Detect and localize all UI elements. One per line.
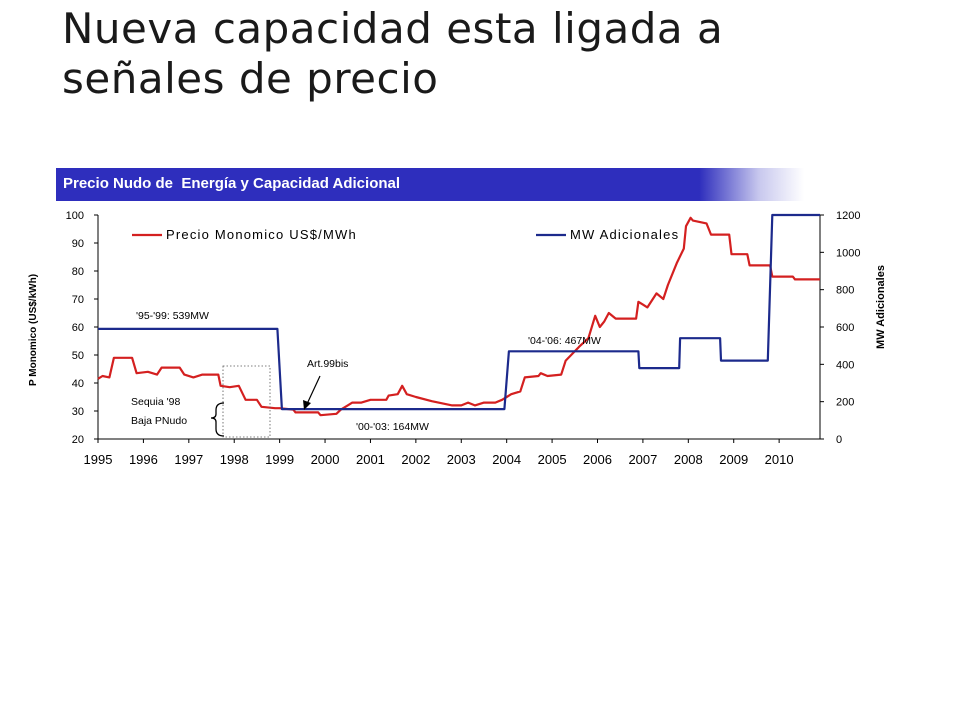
x-tick-label: 2004 (492, 452, 521, 467)
y-left-tick-label: 40 (72, 378, 84, 390)
y-right-tick-label: 1000 (836, 247, 860, 259)
y-right-tick-label: 200 (836, 397, 854, 409)
chart-marks (97, 213, 820, 417)
x-tick-label: 2003 (447, 452, 476, 467)
x-tick-label: 1995 (84, 452, 113, 467)
y-axis-left-label: P Monomico (US$/kWh) (28, 274, 39, 386)
y-left-tick-label: 60 (72, 322, 84, 334)
chart: 2030405060708090100020040060080010001200… (28, 210, 887, 467)
y-right-tick-label: 600 (836, 322, 854, 334)
x-tick-label: 2005 (538, 452, 567, 467)
x-tick-label: 2001 (356, 452, 385, 467)
annotation-00-03: '00-'03: 164MW (356, 421, 429, 433)
annotation-art99bis: Art.99bis (307, 358, 348, 370)
chart-banner: Precio Nudo de Energía y Capacidad Adici… (56, 168, 804, 201)
y-right-tick-label: 400 (836, 359, 854, 371)
annotation-baja-pnudo: Baja PNudo (131, 415, 187, 427)
x-tick-label: 1998 (220, 452, 249, 467)
y-left-tick-label: 30 (72, 406, 84, 418)
annotation-95-99: '95-'99: 539MW (136, 310, 209, 322)
slide-title: Nueva capacidad esta ligada a señales de… (62, 4, 922, 104)
x-tick-label: 1997 (174, 452, 203, 467)
art99bis-arrow-line (306, 375, 321, 405)
x-tick-label: 2010 (765, 452, 794, 467)
y-right-tick-label: 800 (836, 285, 854, 297)
x-tick-label: 2002 (401, 452, 430, 467)
y-left-tick-label: 50 (72, 350, 84, 362)
y-left-tick-label: 90 (72, 238, 84, 250)
x-tick-label: 1996 (129, 452, 158, 467)
y-axis-right-label: MW Adicionales (875, 265, 887, 349)
chart-banner-label: Precio Nudo de Energía y Capacidad Adici… (63, 175, 401, 192)
y-right-tick-label: 1200 (836, 210, 860, 222)
x-tick-label: 2006 (583, 452, 612, 467)
x-tick-label: 2000 (311, 452, 340, 467)
x-tick-label: 2007 (628, 452, 657, 467)
chart-axes (94, 214, 824, 443)
sequia-brace (210, 402, 225, 437)
annotation-04-06: '04-'06: 467MW (528, 335, 601, 347)
precio-monomico-line (97, 216, 820, 417)
y-right-tick-label: 0 (836, 434, 842, 446)
y-left-tick-label: 80 (72, 266, 84, 278)
mw-adicionales-line (98, 213, 820, 411)
y-left-tick-label: 70 (72, 294, 84, 306)
art99bis-arrow-head (303, 400, 311, 410)
y-left-tick-label: 100 (66, 210, 84, 222)
chart-labels: 2030405060708090100020040060080010001200… (28, 210, 887, 467)
legend-mw-label: MW Adicionales (570, 227, 679, 242)
slide-title-line2: señales de precio (62, 54, 439, 103)
legend-price-label: Precio Monomico US$/MWh (166, 227, 357, 242)
y-left-tick-label: 20 (72, 434, 84, 446)
x-tick-label: 2009 (719, 452, 748, 467)
x-tick-label: 2008 (674, 452, 703, 467)
sequia-dotted-box (222, 365, 271, 438)
x-tick-label: 1999 (265, 452, 294, 467)
slide-title-line1: Nueva capacidad esta ligada a (62, 4, 724, 53)
annotation-sequia: Sequia '98 (131, 396, 180, 408)
